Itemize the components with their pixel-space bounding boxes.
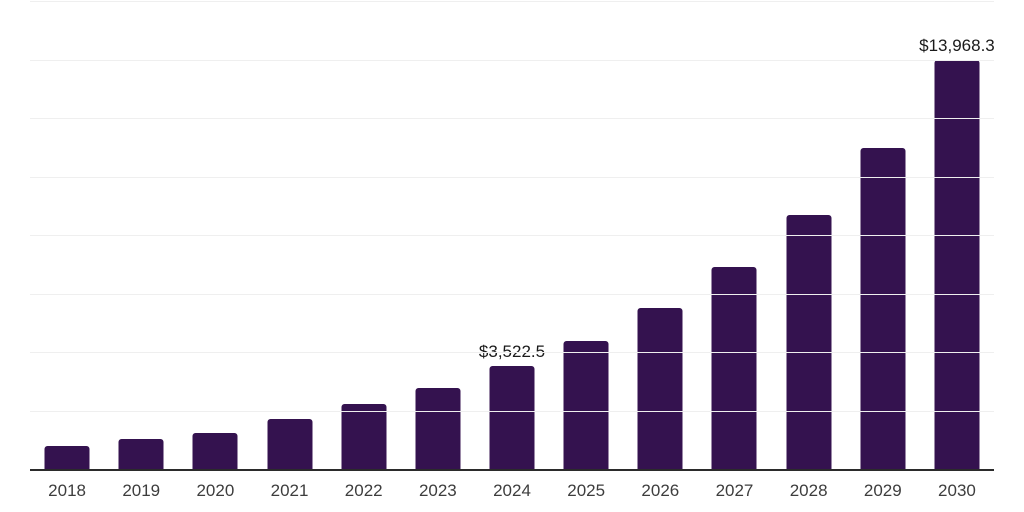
bar-2020	[192, 433, 238, 469]
bar-slot-2030: $13,968.3	[919, 1, 995, 469]
gridline	[30, 1, 994, 2]
bar-2026	[637, 308, 683, 469]
x-tick-label-2022: 2022	[344, 481, 383, 500]
x-tick-label-2020: 2020	[196, 481, 235, 500]
x-tick-label-2024: 2024	[493, 481, 531, 500]
bar-slot-2019	[104, 1, 178, 469]
bar-2025	[563, 340, 609, 469]
x-tick-label-2027: 2027	[715, 481, 754, 500]
bar-slot-2022	[327, 1, 401, 469]
bar-2023	[415, 388, 461, 469]
gridline	[30, 410, 994, 412]
x-tick-label-2018: 2018	[48, 481, 86, 500]
x-tick-label-2030: 2030	[938, 481, 976, 500]
x-tick-label-2025: 2025	[567, 481, 606, 500]
x-tick-label-2021: 2021	[270, 481, 309, 500]
x-tick-label-2028: 2028	[789, 481, 828, 500]
bar-slot-2020	[178, 1, 252, 469]
x-tick-label-2026: 2026	[641, 481, 680, 500]
gridline	[30, 235, 994, 236]
gridline	[30, 352, 994, 353]
gridline	[30, 59, 994, 61]
bar-slot-2025	[549, 1, 623, 469]
bar-slot-2018	[30, 1, 104, 469]
bar-slot-2029	[846, 1, 920, 469]
bar-2024	[489, 365, 535, 469]
x-axis-labels: 2018 2019 2020 2021 2022 2023 2024 2025 2026 2027…	[30, 471, 994, 501]
gridline	[30, 293, 994, 295]
bar-2030	[934, 60, 980, 469]
bars-container: $3,522.5 $13,968.3	[30, 1, 995, 469]
x-tick-label-2019: 2019	[122, 481, 161, 500]
gridline	[30, 118, 994, 119]
gridline	[30, 176, 994, 178]
bar-value-label-2024: $3,522.5	[478, 341, 546, 361]
bar-2028	[786, 214, 832, 469]
bar-2021	[267, 419, 313, 469]
plot-area: $3,522.5 $13,968.3	[30, 1, 995, 471]
bar-slot-2023	[401, 1, 475, 469]
bar-slot-2026	[623, 1, 697, 469]
bar-slot-2027	[697, 1, 771, 469]
bar-2022	[341, 404, 387, 469]
bar-2019	[118, 439, 164, 469]
bar-2029	[860, 148, 906, 469]
bar-slot-2024: $3,522.5	[475, 1, 549, 469]
bar-2018	[44, 445, 90, 469]
bar-slot-2021	[252, 1, 326, 469]
bar-slot-2028	[772, 1, 846, 469]
x-tick-label-2029: 2029	[863, 481, 902, 500]
x-tick-label-2023: 2023	[418, 481, 457, 500]
bar-2027	[711, 267, 757, 469]
bar-value-label-2030: $13,968.3	[919, 36, 995, 56]
